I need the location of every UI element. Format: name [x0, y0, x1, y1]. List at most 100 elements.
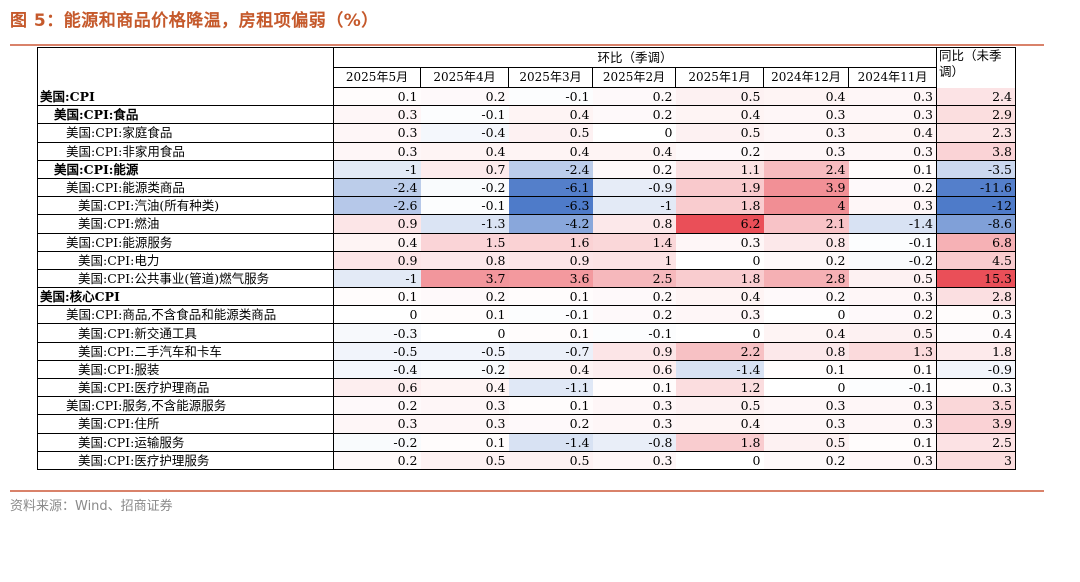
mom-cell: 0: [763, 378, 849, 398]
mom-cell: 0.9: [333, 214, 421, 234]
mom-cell: 0: [592, 123, 676, 143]
mom-cell: 0.8: [592, 214, 676, 234]
mom-cell: 0.3: [592, 396, 676, 416]
mom-cell: 0.2: [508, 414, 593, 434]
mom-cell: 0.2: [763, 287, 849, 307]
mom-cell: -0.1: [420, 105, 509, 125]
yoy-cell: -0.9: [936, 360, 1016, 380]
mom-cell: 1.2: [675, 378, 764, 398]
yoy-cell: 3: [936, 451, 1016, 470]
mom-cell: 0.4: [675, 105, 764, 125]
table-row: 美国:CPI:住所 0.3 0.3 0.2 0.3 0.4 0.3 0.3 3.9: [37, 414, 1016, 434]
header-label-cell: [37, 47, 334, 88]
table-row: 美国:CPI:运输服务 -0.2 0.1 -1.4 -0.8 1.8 0.5 0.1 2.5: [37, 433, 1016, 452]
mom-cell: 0.1: [848, 160, 937, 179]
mom-cell: 0.6: [592, 360, 676, 380]
mom-cell: 1.1: [675, 160, 764, 179]
mom-cell: 0.1: [333, 87, 421, 107]
mom-cell: 0.3: [848, 196, 937, 216]
table-row: 美国:CPI:服务,不含能源服务 0.2 0.3 0.1 0.3 0.5 0.3 0.3 3.5: [37, 396, 1016, 416]
mom-cell: 0.4: [508, 105, 593, 125]
mom-cell: 0.3: [592, 451, 676, 470]
mom-cell: 0.1: [420, 433, 509, 452]
mom-cell: -0.4: [420, 123, 509, 143]
mom-cell: -0.2: [333, 433, 421, 452]
mom-cell: 0.4: [508, 142, 593, 161]
header-date-5: 2025年1月: [675, 67, 764, 88]
mom-cell: 1.9: [675, 178, 764, 198]
mom-cell: -0.5: [333, 342, 421, 361]
mom-cell: -0.1: [848, 378, 937, 398]
yoy-cell: 4.5: [936, 251, 1016, 270]
mom-cell: -0.1: [420, 196, 509, 216]
row-label: 美国:CPI:商品,不含食品和能源类商品: [37, 305, 334, 325]
mom-cell: 0: [675, 323, 764, 343]
mom-cell: 0.2: [848, 178, 937, 198]
mom-cell: 0.7: [420, 160, 509, 179]
header-date-1: 2025年5月: [333, 67, 421, 88]
mom-cell: 0.2: [592, 305, 676, 325]
header-date-3: 2025年3月: [508, 67, 593, 88]
table-row: 美国:CPI:汽油(所有种类) -2.6 -0.1 -6.3 -1 1.8 4 0.3 -12: [37, 196, 1016, 216]
row-label: 美国:CPI:能源类商品: [37, 178, 334, 198]
row-label: 美国:CPI: [37, 87, 334, 107]
mom-cell: -0.7: [508, 342, 593, 361]
mom-cell: 0.3: [848, 87, 937, 107]
mom-cell: 0.4: [763, 87, 849, 107]
mom-cell: 1.8: [675, 269, 764, 289]
row-label: 美国:CPI:医疗护理商品: [37, 378, 334, 398]
mom-cell: 0: [420, 323, 509, 343]
yoy-cell: -11.6: [936, 178, 1016, 198]
mom-cell: -1.1: [508, 378, 593, 398]
mom-cell: -0.4: [333, 360, 421, 380]
table-row: 美国:CPI:家庭食品 0.3 -0.4 0.5 0 0.5 0.3 0.4 2.3: [37, 123, 1016, 143]
mom-cell: -0.1: [848, 233, 937, 252]
mom-cell: -2.4: [508, 160, 593, 179]
mom-cell: 0.1: [508, 396, 593, 416]
yoy-cell: 6.8: [936, 233, 1016, 252]
mom-cell: 0: [675, 451, 764, 470]
mom-cell: 0.2: [420, 287, 509, 307]
header-row-dates: 2025年5月 2025年4月 2025年3月 2025年2月 2025年1月 2024年…: [38, 67, 1016, 88]
table-row: 美国:CPI:二手汽车和卡车 -0.5 -0.5 -0.7 0.9 2.2 0.8 1.3 1.…: [37, 342, 1016, 361]
mom-cell: 0: [675, 251, 764, 270]
mom-cell: 0.1: [508, 287, 593, 307]
row-label: 美国:CPI:食品: [37, 105, 334, 125]
mom-cell: 0.3: [333, 142, 421, 161]
mom-cell: -0.8: [592, 433, 676, 452]
row-label: 美国:CPI:医疗护理服务: [37, 451, 334, 470]
mom-cell: 0.2: [592, 87, 676, 107]
row-label: 美国:CPI:能源: [37, 160, 334, 179]
row-label: 美国:CPI:汽油(所有种类): [37, 196, 334, 216]
mom-cell: -6.1: [508, 178, 593, 198]
yoy-cell: 0.3: [936, 305, 1016, 325]
mom-cell: 0.4: [508, 360, 593, 380]
mom-cell: 0.2: [592, 287, 676, 307]
mom-cell: 0.3: [333, 105, 421, 125]
mom-cell: 0.9: [592, 342, 676, 361]
mom-cell: 0: [333, 305, 421, 325]
table-row: 美国:CPI:电力 0.9 0.8 0.9 1 0 0.2 -0.2 4.5: [37, 251, 1016, 270]
mom-cell: 0.8: [763, 233, 849, 252]
yoy-cell: -8.6: [936, 214, 1016, 234]
mom-cell: 0.3: [848, 451, 937, 470]
row-label: 美国:CPI:新交通工具: [37, 323, 334, 343]
header-date-2: 2025年4月: [420, 67, 509, 88]
yoy-cell: 2.8: [936, 287, 1016, 307]
yoy-cell: 15.3: [936, 269, 1016, 289]
table-row: 美国:CPI:新交通工具 -0.3 0 0.1 -0.1 0 0.4 0.5 0.4: [37, 323, 1016, 343]
mom-cell: 0.3: [848, 287, 937, 307]
mom-cell: 0.2: [592, 160, 676, 179]
mom-cell: -1.4: [675, 360, 764, 380]
header-row-group: 环比（季调） 同比（未季调）: [37, 47, 1016, 88]
yoy-cell: -3.5: [936, 160, 1016, 179]
mom-cell: 0.4: [333, 233, 421, 252]
row-label: 美国:CPI:燃油: [37, 214, 334, 234]
cpi-table: 环比（季调） 同比（未季调） 2025年5月 2025年4月 2025年3月 2025…: [37, 47, 1016, 470]
table-row: 美国:CPI:医疗护理商品 0.6 0.4 -1.1 0.1 1.2 0 -0.1 0.3: [37, 378, 1016, 398]
mom-cell: 0.1: [848, 433, 937, 452]
mom-cell: 0.5: [508, 123, 593, 143]
mom-cell: 0.4: [420, 378, 509, 398]
mom-cell: 0.5: [848, 323, 937, 343]
mom-cell: 1: [592, 251, 676, 270]
